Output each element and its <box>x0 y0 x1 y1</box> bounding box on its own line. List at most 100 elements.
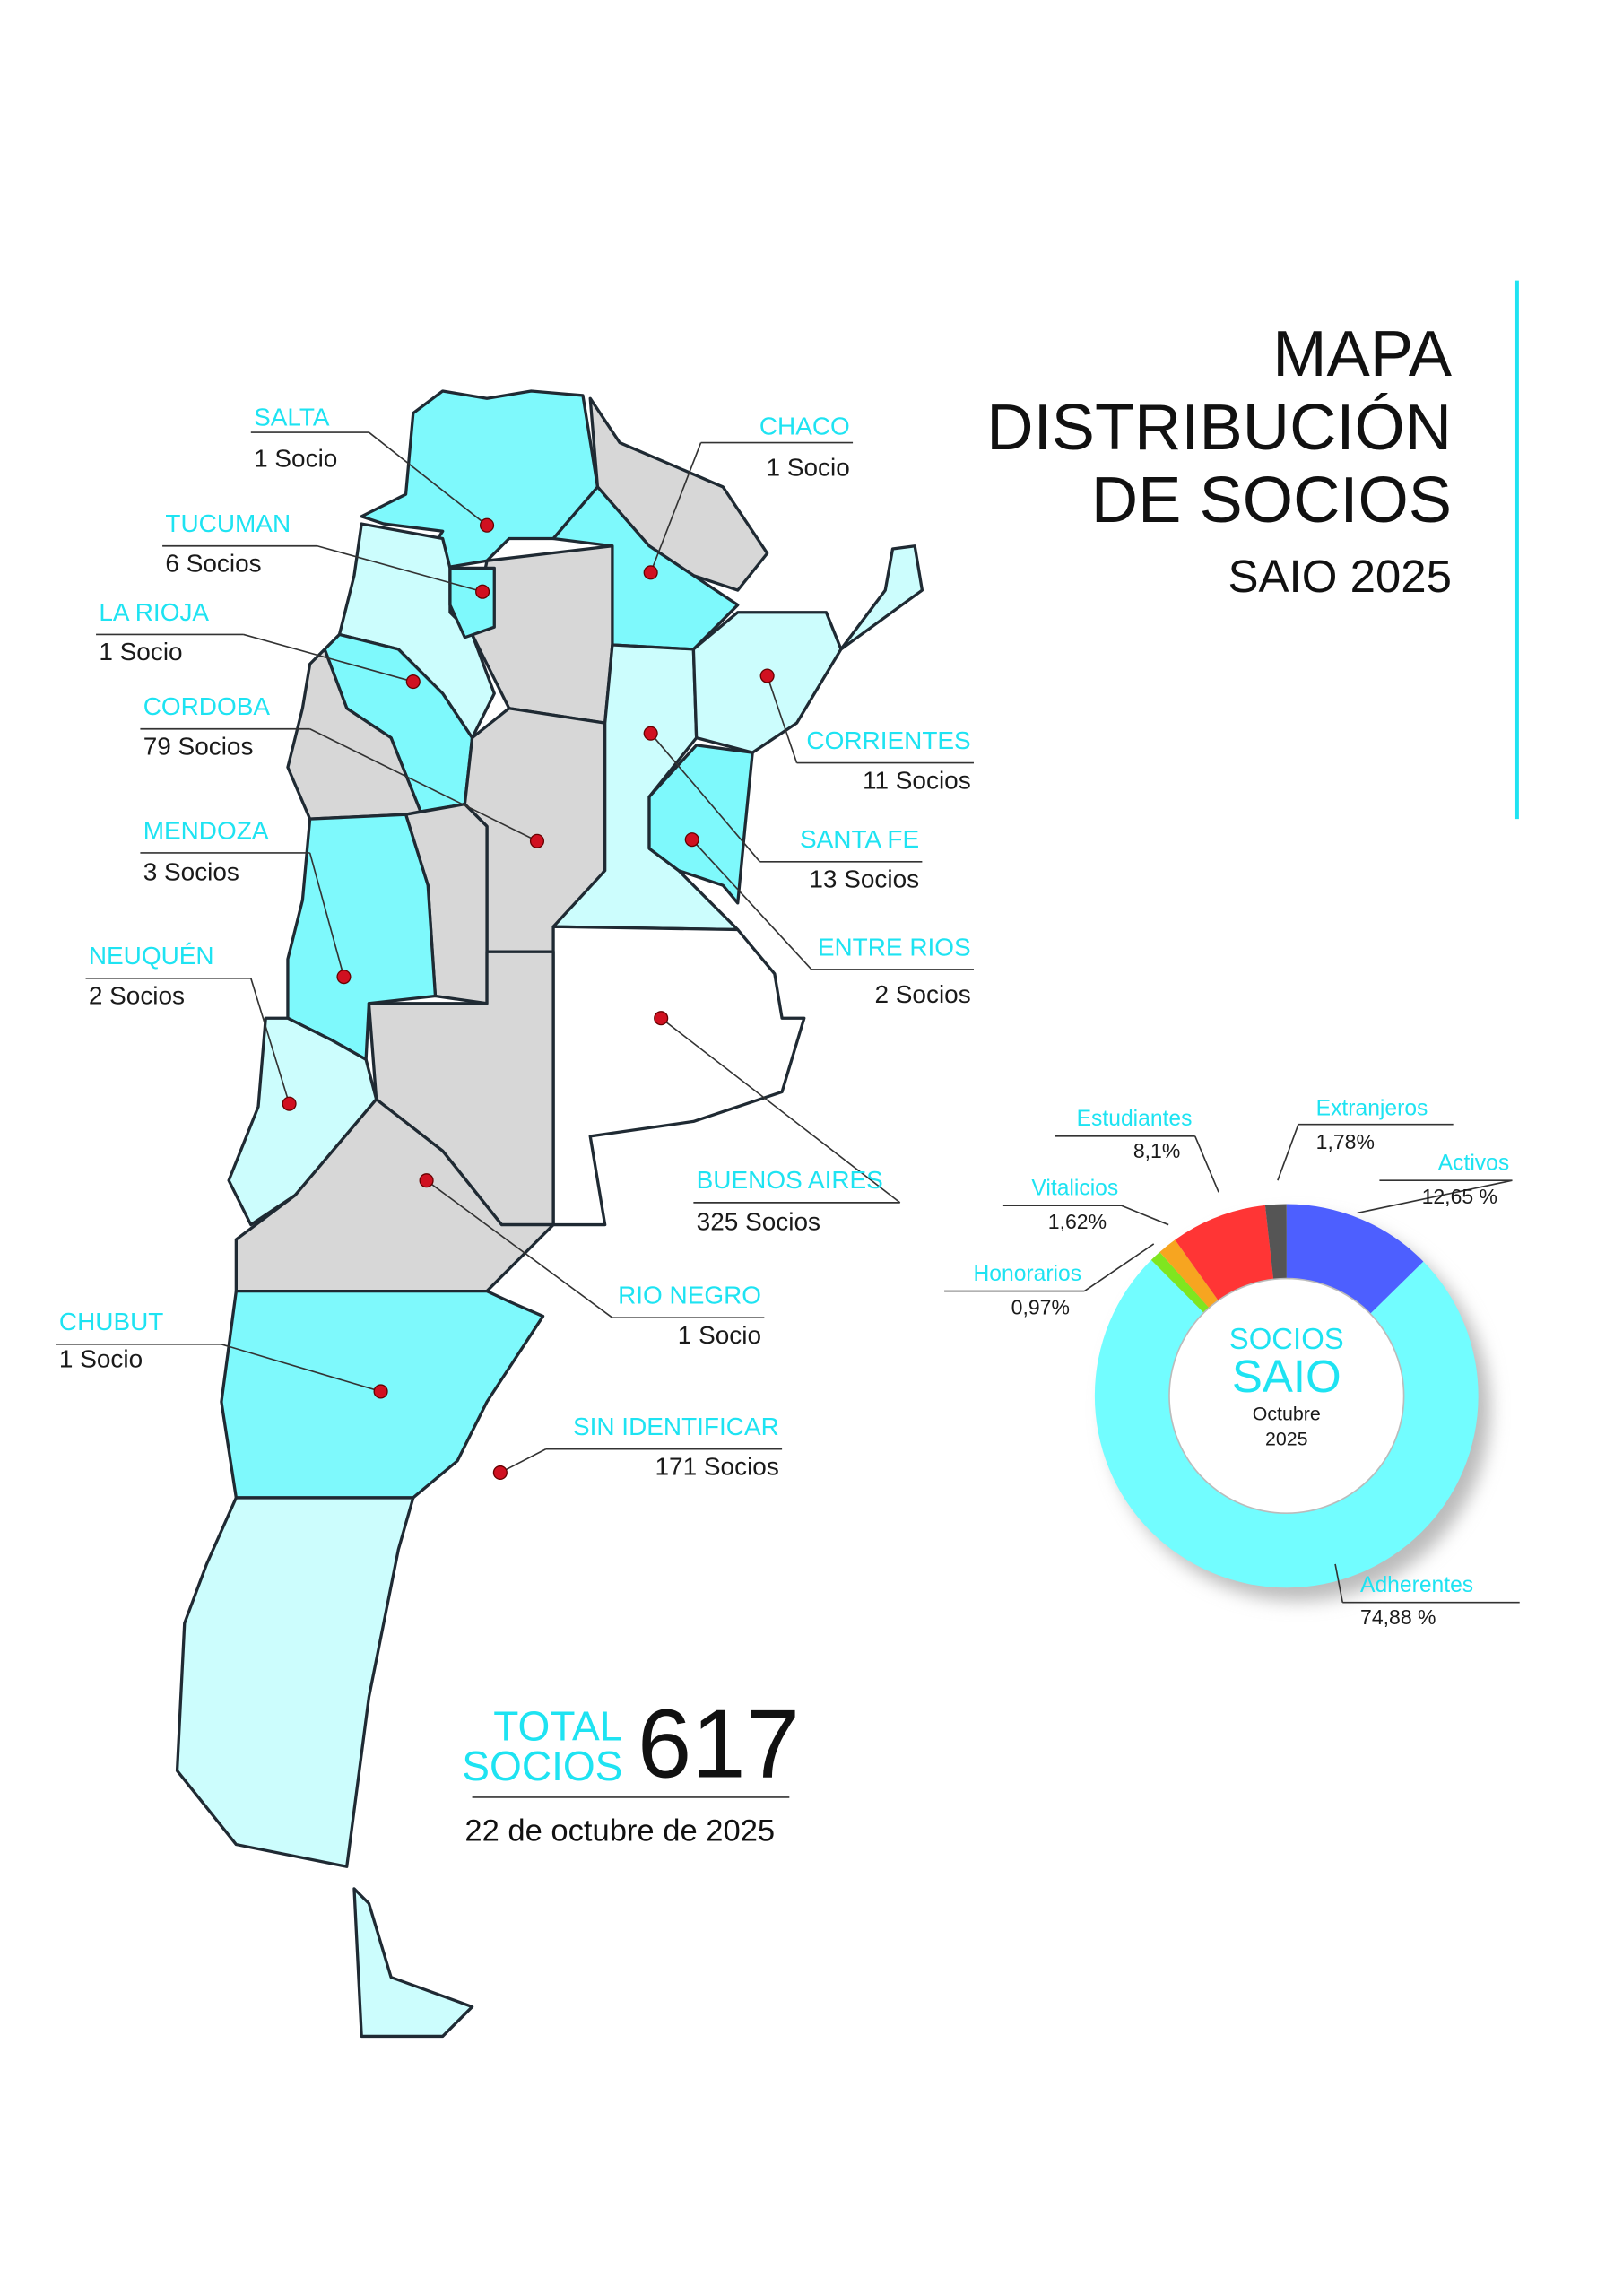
leader-line <box>691 839 812 970</box>
slice-value: 1,78% <box>1316 1130 1375 1153</box>
leader-line <box>309 728 538 842</box>
province-name: CHACO <box>759 413 850 440</box>
title-line: DE SOCIOS <box>1091 464 1452 536</box>
province-dot <box>282 1096 297 1111</box>
leader-line <box>1334 1563 1344 1603</box>
center-text: 2025 <box>1265 1428 1308 1449</box>
center-text: SOCIOS <box>1229 1322 1344 1355</box>
province-dot <box>643 726 658 741</box>
donut-slice <box>1150 1251 1209 1313</box>
slice-value: 0,97% <box>1011 1295 1070 1318</box>
province-count: 1 Socio <box>59 1344 143 1372</box>
leader-line <box>426 1179 613 1318</box>
province-count: 325 Socios <box>697 1207 820 1235</box>
subtitle: SAIO 2025 <box>1228 551 1453 602</box>
province-labels: SALTA 1 Socio CHACO 1 Socio TUCUMAN 6 Socios L… <box>56 404 974 1481</box>
province-name: LA RIOJA <box>99 598 209 626</box>
donut-slice <box>1264 1204 1287 1279</box>
province-count: 1 Socio <box>254 445 337 473</box>
province-shape <box>352 1887 474 2039</box>
total-block: TOTAL SOCIOS 617 22 de octubre de 2025 <box>462 1691 800 1848</box>
donut-slice <box>1286 1204 1424 1314</box>
province-count: 13 Socios <box>809 865 919 893</box>
slice-label: Activos <box>1438 1152 1509 1176</box>
province-dot <box>759 668 775 683</box>
province-dot <box>373 1384 388 1399</box>
donut-slice <box>1094 1259 1479 1588</box>
province-count: 11 Socios <box>863 766 971 794</box>
province-count: 6 Socios <box>165 550 261 578</box>
slice-label: Estudiantes <box>1077 1107 1193 1131</box>
total-date: 22 de octubre de 2025 <box>464 1814 775 1848</box>
leader-line <box>308 852 345 978</box>
province-name: CHUBUT <box>59 1308 163 1335</box>
province-shape <box>175 1496 415 1868</box>
title-line: MAPA <box>1272 317 1452 390</box>
leader-line <box>317 544 483 593</box>
donut-slice <box>1159 1239 1219 1308</box>
center-text: SAIO <box>1232 1351 1341 1402</box>
leader-line <box>1277 1124 1299 1181</box>
leader-line <box>243 633 414 683</box>
leader-line <box>1083 1243 1155 1292</box>
donut-hole <box>1169 1279 1403 1513</box>
province-name: ENTRE RIOS <box>818 933 971 961</box>
province-dot <box>419 1173 434 1188</box>
total-value: 617 <box>638 1691 800 1799</box>
province-count: 1 Socio <box>678 1321 761 1349</box>
province-count: 171 Socios <box>655 1452 778 1480</box>
province-shape <box>337 522 496 740</box>
province-dot <box>643 565 658 580</box>
province-count: 79 Socios <box>143 733 254 761</box>
total-label: SOCIOS <box>462 1743 622 1789</box>
slice-value: 12,65 % <box>1422 1185 1497 1208</box>
leader-line <box>368 431 488 526</box>
slice-label: Adherentes <box>1360 1573 1473 1597</box>
province-name: SIN IDENTIFICAR <box>573 1413 779 1440</box>
donut-slice <box>1175 1205 1274 1300</box>
province-count: 1 Socio <box>767 454 850 482</box>
province-name: SANTA FE <box>800 825 919 853</box>
leader-line <box>660 1017 901 1204</box>
leader-line <box>766 675 798 763</box>
leader-line <box>1121 1205 1169 1226</box>
province-shape <box>551 925 806 1227</box>
province-dot <box>654 1011 669 1026</box>
leader-line <box>650 733 761 863</box>
province-dot <box>529 833 545 848</box>
slice-label: Vitalicios <box>1031 1177 1118 1201</box>
center-text: Octubre <box>1253 1403 1321 1424</box>
province-name: CORDOBA <box>143 692 271 720</box>
slice-label: Honorarios <box>973 1262 1081 1286</box>
province-name: TUCUMAN <box>165 509 291 537</box>
province-count: 3 Socios <box>143 857 239 885</box>
slice-label: Extranjeros <box>1316 1097 1428 1121</box>
leader-line <box>1194 1135 1219 1193</box>
province-name: BUENOS AIRES <box>697 1166 883 1194</box>
title-block: MAPA DISTRIBUCIÓN DE SOCIOS SAIO 2025 <box>986 280 1519 820</box>
leader-line <box>499 1448 547 1474</box>
province-dot <box>475 584 490 599</box>
title-line: DISTRIBUCIÓN <box>986 391 1452 464</box>
province-name: RIO NEGRO <box>618 1282 761 1309</box>
province-dot <box>492 1465 508 1481</box>
province-count: 1 Socio <box>99 638 182 665</box>
province-dot <box>336 970 352 985</box>
province-name: SALTA <box>254 404 330 431</box>
slice-value: 8,1% <box>1133 1139 1180 1162</box>
province-count: 2 Socios <box>89 982 185 1010</box>
province-dot <box>405 674 421 690</box>
province-name: CORRIENTES <box>806 726 970 754</box>
province-dot <box>479 517 495 533</box>
leader-line <box>1357 1179 1513 1214</box>
slice-value: 74,88 % <box>1360 1605 1436 1629</box>
leader-line <box>221 1344 381 1393</box>
province-shape <box>647 744 754 905</box>
province-name: NEUQUÉN <box>89 942 214 970</box>
province-shape <box>234 1098 555 1293</box>
province-dot <box>684 832 699 848</box>
province-name: MENDOZA <box>143 816 269 844</box>
